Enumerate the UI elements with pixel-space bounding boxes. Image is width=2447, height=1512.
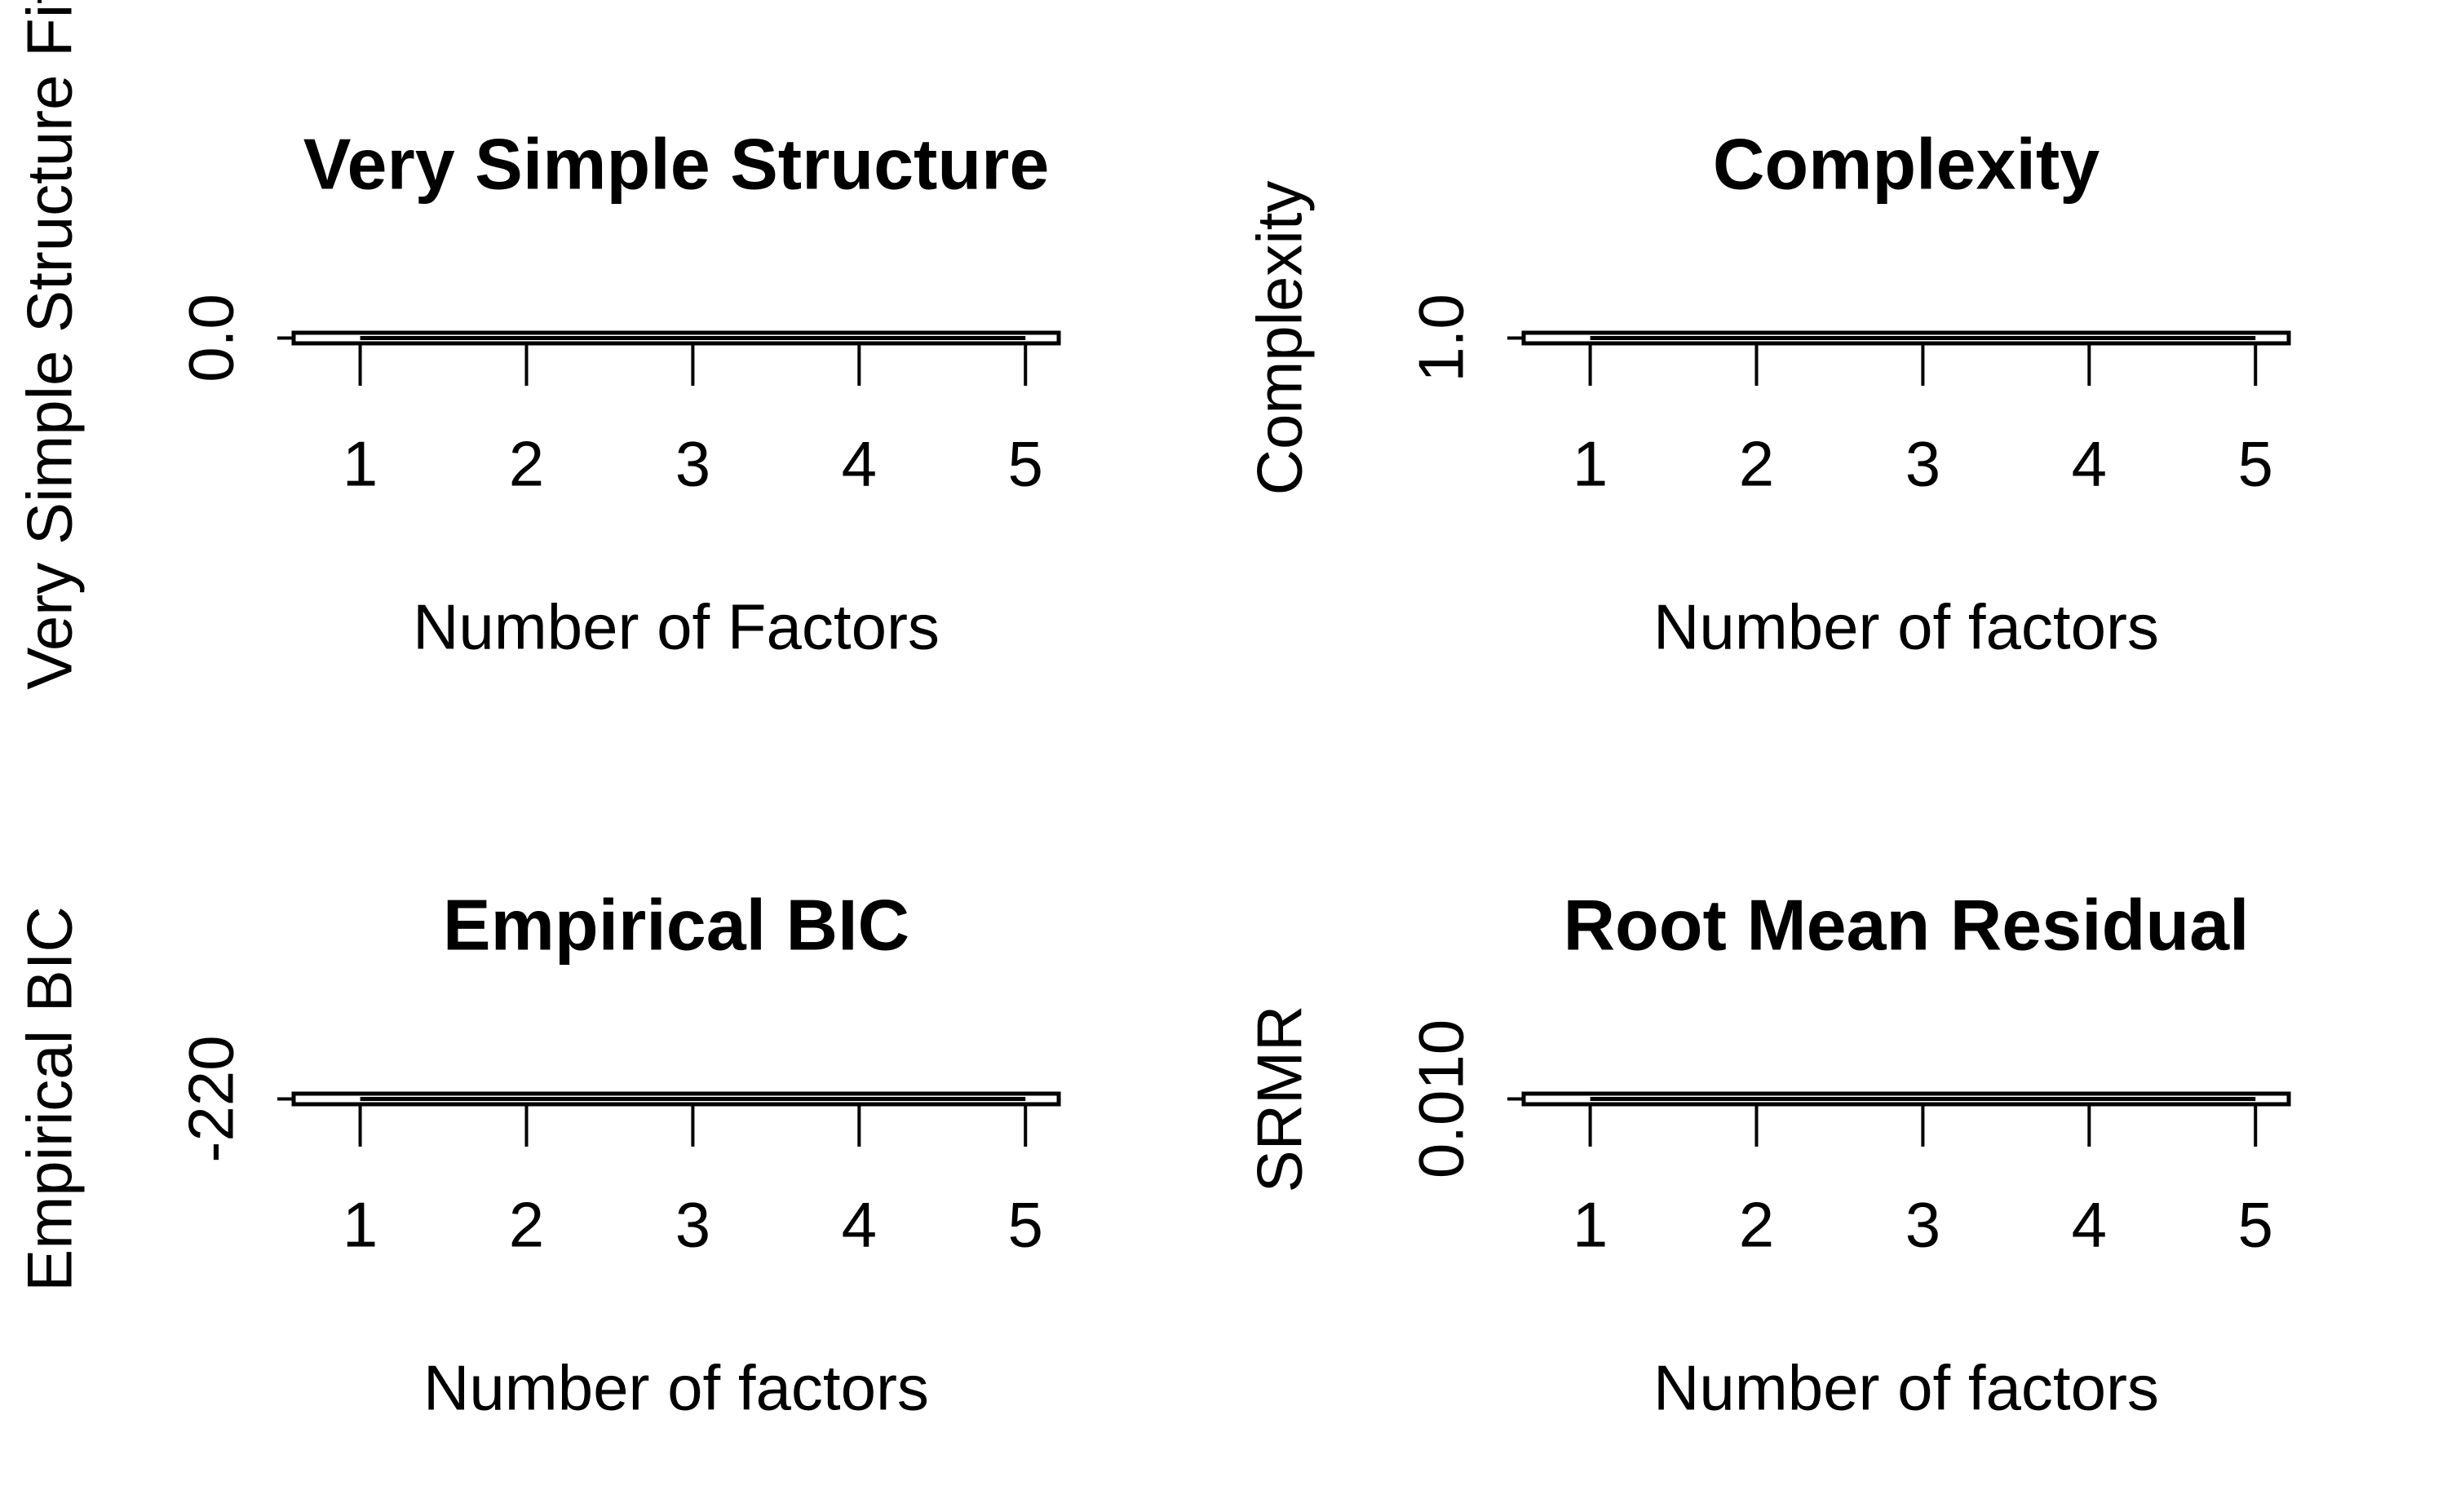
x-tick-label: 4: [2072, 1189, 2107, 1261]
x-axis-label: Number of factors: [1653, 591, 2159, 663]
y-tick-label: 0.0: [175, 294, 247, 382]
x-axis-label: Number of Factors: [413, 591, 940, 663]
x-tick-label: 4: [2072, 428, 2107, 500]
x-tick-label: 2: [1739, 1189, 1774, 1261]
y-tick-label: 0.010: [1405, 1019, 1477, 1178]
y-axis-label: SRMR: [1244, 1006, 1316, 1193]
y-tick-label: -220: [175, 1035, 247, 1162]
x-tick-label: 2: [509, 428, 544, 500]
x-tick-label: 3: [1905, 428, 1940, 500]
x-tick-label: 5: [1008, 1189, 1043, 1261]
plot-frame: [1521, 1091, 2291, 1107]
x-tick-label: 1: [343, 428, 378, 500]
x-tick-label: 4: [842, 428, 877, 500]
y-axis-label: Complexity: [1244, 181, 1316, 496]
panel-title: Complexity: [1713, 123, 2100, 204]
y-tick-label: 1.0: [1405, 294, 1477, 382]
plot-frame: [291, 1091, 1061, 1107]
x-tick-label: 4: [842, 1189, 877, 1261]
panel-title: Very Simple Structure: [303, 123, 1050, 204]
x-tick-label: 5: [1008, 428, 1043, 500]
x-tick-label: 1: [1573, 428, 1608, 500]
x-tick-label: 1: [1573, 1189, 1608, 1261]
x-tick-label: 1: [343, 1189, 378, 1261]
panel-title: Empirical BIC: [443, 884, 909, 965]
x-tick-label: 5: [2238, 428, 2273, 500]
plot-frame: [1521, 330, 2291, 346]
x-tick-label: 5: [2238, 1189, 2273, 1261]
panel-title: Root Mean Residual: [1564, 884, 2250, 965]
x-tick-label: 3: [1905, 1189, 1940, 1261]
y-axis-label: Very Simple Structure Fit: [14, 0, 86, 690]
x-axis-label: Number of factors: [1653, 1352, 2159, 1424]
x-tick-label: 2: [509, 1189, 544, 1261]
plot-frame: [291, 330, 1061, 346]
x-tick-label: 3: [675, 428, 710, 500]
y-axis-label: Empirical BIC: [14, 906, 86, 1291]
x-axis-label: Number of factors: [423, 1352, 929, 1424]
x-tick-label: 2: [1739, 428, 1774, 500]
x-tick-label: 3: [675, 1189, 710, 1261]
